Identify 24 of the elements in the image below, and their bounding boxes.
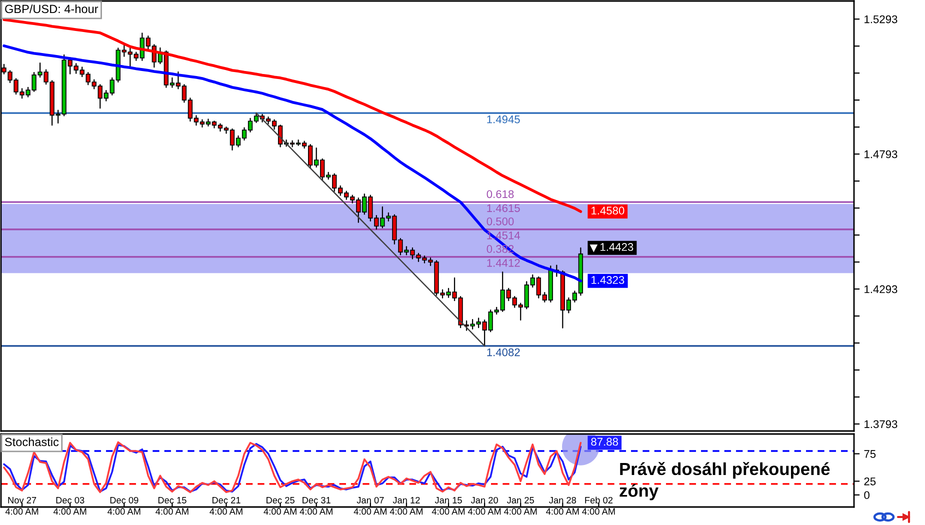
x-tick-label: Dec 31 4:00 AM xyxy=(300,496,332,515)
x-tick-label: Jan 28 4:00 AM xyxy=(546,496,579,515)
chart-title: Stochastic xyxy=(5,437,59,446)
x-tick-label: Feb 02 4:00 AM xyxy=(582,496,615,515)
y-tick-label: 75 xyxy=(864,450,876,458)
x-tick-label: Nov 27 4:00 AM xyxy=(5,496,38,515)
x-tick-label: Dec 25 4:00 AM xyxy=(264,496,296,515)
x-tick-label: Dec 15 4:00 AM xyxy=(156,497,188,515)
x-tick-label: Dec 21 4:00 AM xyxy=(210,496,242,515)
y-tick-label: 1.3793 xyxy=(864,420,898,428)
y-tick-label: 1.4793 xyxy=(864,150,898,158)
data-label: 87.88 xyxy=(591,438,618,446)
y-tick-label: 0 xyxy=(864,491,870,500)
x-tick-label: Dec 03 4:00 AM xyxy=(53,496,86,515)
x-tick-label: Jan 20 4:00 AM xyxy=(468,496,501,515)
x-tick-label: Jan 07 4:00 AM xyxy=(354,496,386,515)
x-tick-label: Jan 15 4:00 AM xyxy=(432,497,465,515)
x-tick-label: Jan 12 4:00 AM xyxy=(390,496,423,515)
y-tick-label: 25 xyxy=(864,477,876,486)
y-tick-label: 1.4293 xyxy=(864,285,898,294)
x-tick-label: Dec 09 4:00 AM xyxy=(108,496,140,515)
x-tick-label: Jan 25 4:00 AM xyxy=(504,496,537,515)
y-tick-label: 1.5293 xyxy=(864,15,898,24)
annotation: Právě dosáhl překoupené zóny xyxy=(620,462,830,500)
